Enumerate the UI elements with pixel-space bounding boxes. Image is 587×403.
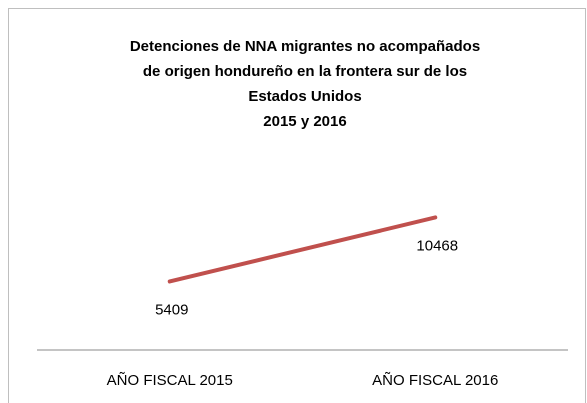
chart-frame bbox=[8, 8, 586, 403]
chart-title: de origen hondureño en la frontera sur d… bbox=[143, 63, 467, 80]
x-tick-label: AÑO FISCAL 2015 bbox=[107, 372, 233, 389]
line bbox=[167, 215, 438, 284]
chart-title: 2015 y 2016 bbox=[263, 113, 346, 130]
data-label: 5409 bbox=[155, 301, 188, 318]
chart-title: Estados Unidos bbox=[248, 88, 361, 105]
chart-title: Detenciones de NNA migrantes no acompaña… bbox=[130, 38, 480, 55]
data-label: 10468 bbox=[416, 237, 458, 254]
x-tick-label: AÑO FISCAL 2016 bbox=[372, 372, 498, 389]
